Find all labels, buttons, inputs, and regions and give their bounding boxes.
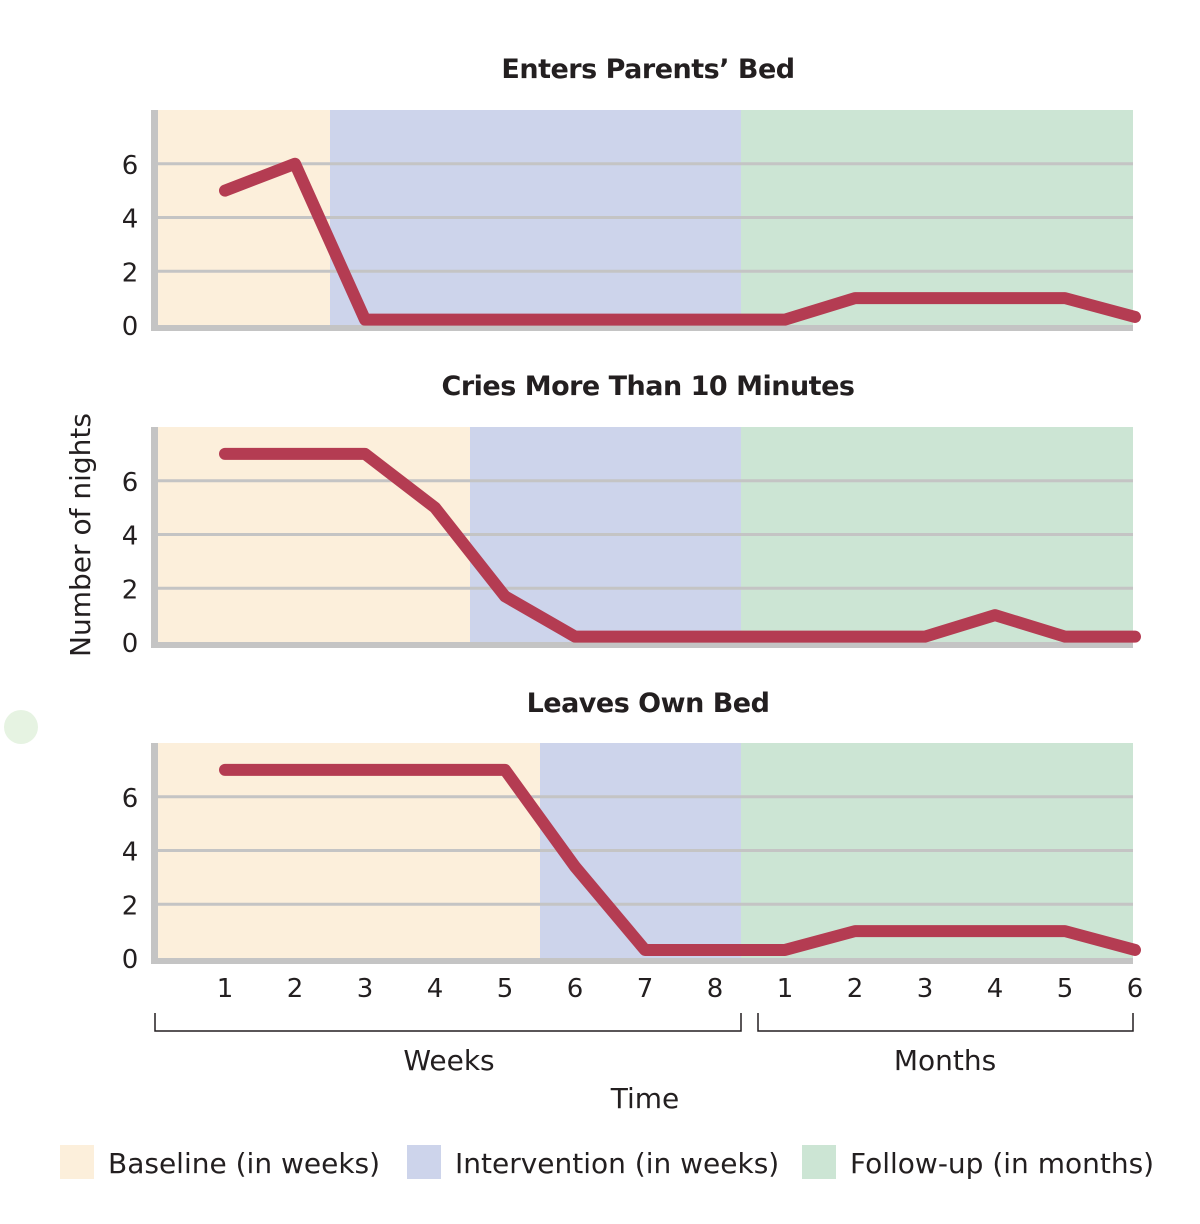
y-tick-label: 4 [122, 838, 139, 868]
x-tick-label: 5 [497, 974, 514, 1004]
x-tick-label: 4 [427, 974, 444, 1004]
series-line [219, 157, 1141, 326]
panel-title: Enters Parents’ Bed [501, 54, 794, 85]
y-axis-line [151, 427, 158, 648]
panel-3: 0 2 4 6 Leaves Own Bed [122, 688, 1141, 975]
panel-2: 0 2 4 6 Cries More Than 10 Minutes [122, 371, 1141, 659]
y-tick-label: 2 [122, 258, 139, 288]
y-tick-label: 2 [122, 575, 139, 605]
y-tick-label: 0 [122, 629, 139, 659]
legend-label-followup: Follow-up (in months) [850, 1147, 1154, 1180]
decorative-dot [4, 710, 38, 744]
y-tick-label: 6 [122, 151, 139, 181]
bracket-weeks [154, 1013, 742, 1032]
x-tick-label: 3 [357, 974, 374, 1004]
legend-swatch-intervention [407, 1145, 441, 1179]
series-line [219, 763, 1141, 956]
x-axis-line [151, 325, 1133, 331]
x-tick-label: 1 [777, 974, 794, 1004]
x-tick-label: 5 [1057, 974, 1074, 1004]
x-tick-label: 4 [987, 974, 1004, 1004]
bracket-months [757, 1013, 1134, 1032]
x-tick-label: 8 [707, 974, 724, 1004]
panel-title: Leaves Own Bed [527, 688, 770, 719]
x-axis-line [151, 642, 1133, 648]
legend-swatch-followup [802, 1145, 836, 1179]
y-tick-label: 0 [122, 312, 139, 342]
y-tick-label: 6 [122, 468, 139, 498]
y-axis-line [151, 743, 158, 964]
x-axis-label: Time [610, 1082, 680, 1115]
y-tick-label: 4 [122, 522, 139, 552]
y-axis-label: Number of nights [64, 413, 97, 657]
x-tick-label: 2 [847, 974, 864, 1004]
x-tick-label: 7 [637, 974, 654, 1004]
panel-title: Cries More Than 10 Minutes [442, 371, 855, 402]
y-tick-label: 6 [122, 784, 139, 814]
x-axis-line [151, 958, 1133, 964]
panel-1: 0 2 4 6 Enters Parents’ Bed [122, 54, 1141, 342]
x-tick-label: 2 [287, 974, 304, 1004]
legend-swatch-baseline [60, 1145, 94, 1179]
y-axis-line [151, 110, 158, 331]
x-group-label: Weeks [403, 1044, 494, 1077]
x-tick-label: 1 [217, 974, 234, 1004]
x-tick-label: 6 [1127, 974, 1144, 1004]
panels: 0 2 4 6 Enters Parents’ Bed 0 2 4 6 Cries More Th… [122, 54, 1141, 975]
legend-label-intervention: Intervention (in weeks) [455, 1147, 779, 1180]
x-tick-label: 6 [567, 974, 584, 1004]
x-group-label: Months [894, 1044, 996, 1077]
y-tick-label: 0 [122, 945, 139, 975]
y-tick-label: 4 [122, 205, 139, 235]
legend: Baseline (in weeks) Intervention (in week… [60, 1145, 1154, 1180]
series-line [219, 447, 1141, 643]
y-tick-label: 2 [122, 891, 139, 921]
x-tick-label: 3 [917, 974, 934, 1004]
x-axis: 1 2 3 4 5 6 7 8 1 2 3 4 5 6 Weeks Months [154, 974, 1144, 1077]
legend-label-baseline: Baseline (in weeks) [108, 1147, 380, 1180]
